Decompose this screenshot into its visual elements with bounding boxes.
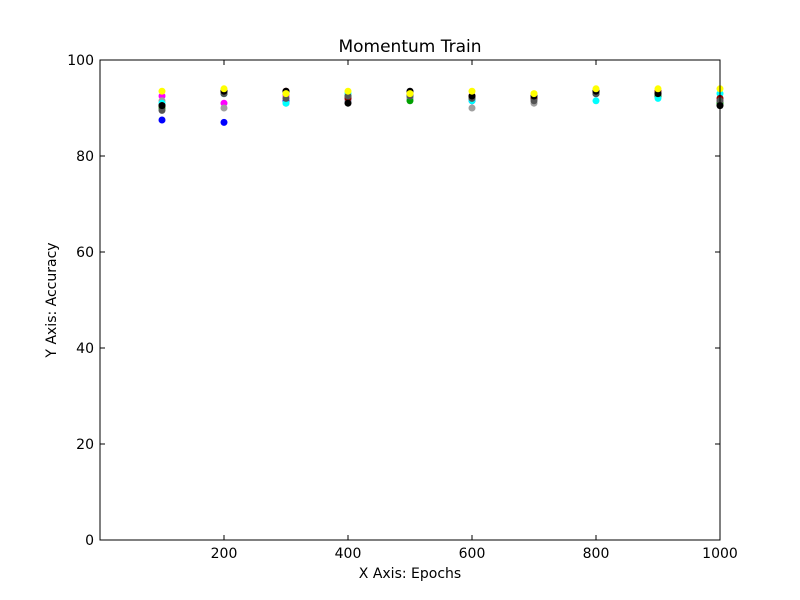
x-tick-label: 800 <box>583 546 610 562</box>
x-tick-label: 600 <box>459 546 486 562</box>
ticks-layer: 200 400 600 800 1000 0 20 40 60 80 100 <box>67 53 738 562</box>
data-point <box>158 87 166 95</box>
data-point <box>344 92 352 100</box>
data-point <box>654 85 662 93</box>
data-point <box>530 90 538 98</box>
data-point <box>158 102 166 110</box>
data-point <box>592 85 600 93</box>
data-point <box>468 87 476 95</box>
x-tick-label: 200 <box>211 546 238 562</box>
x-tick-label: 1000 <box>702 546 738 562</box>
x-axis-label: X Axis: Epochs <box>359 566 461 582</box>
data-point <box>158 106 166 114</box>
y-axis-label: Y Axis: Accuracy <box>44 242 60 358</box>
data-point <box>468 92 476 100</box>
data-point <box>406 97 414 105</box>
data-point <box>406 90 414 98</box>
data-point <box>282 90 290 98</box>
data-point <box>282 94 290 102</box>
data-point <box>654 90 662 98</box>
y-tick-label: 60 <box>76 245 94 261</box>
data-point <box>158 116 166 124</box>
data-point <box>592 97 600 105</box>
x-tick-label: 400 <box>335 546 362 562</box>
data-point <box>220 85 228 93</box>
data-point <box>530 97 538 105</box>
data-point <box>220 104 228 112</box>
data-point <box>468 104 476 112</box>
y-tick-label: 80 <box>76 149 94 165</box>
points-layer <box>158 85 724 126</box>
data-point <box>654 94 662 102</box>
y-tick-label: 0 <box>85 533 94 549</box>
chart-title: Momentum Train <box>338 37 481 57</box>
y-tick-label: 20 <box>76 437 94 453</box>
plot-area-frame <box>99 59 721 541</box>
y-tick-label: 40 <box>76 341 94 357</box>
data-point <box>344 87 352 95</box>
data-point <box>220 118 228 126</box>
data-point <box>220 99 228 107</box>
data-point <box>282 99 290 107</box>
data-point <box>344 99 352 107</box>
y-tick-label: 100 <box>67 53 94 69</box>
data-point <box>158 92 166 100</box>
